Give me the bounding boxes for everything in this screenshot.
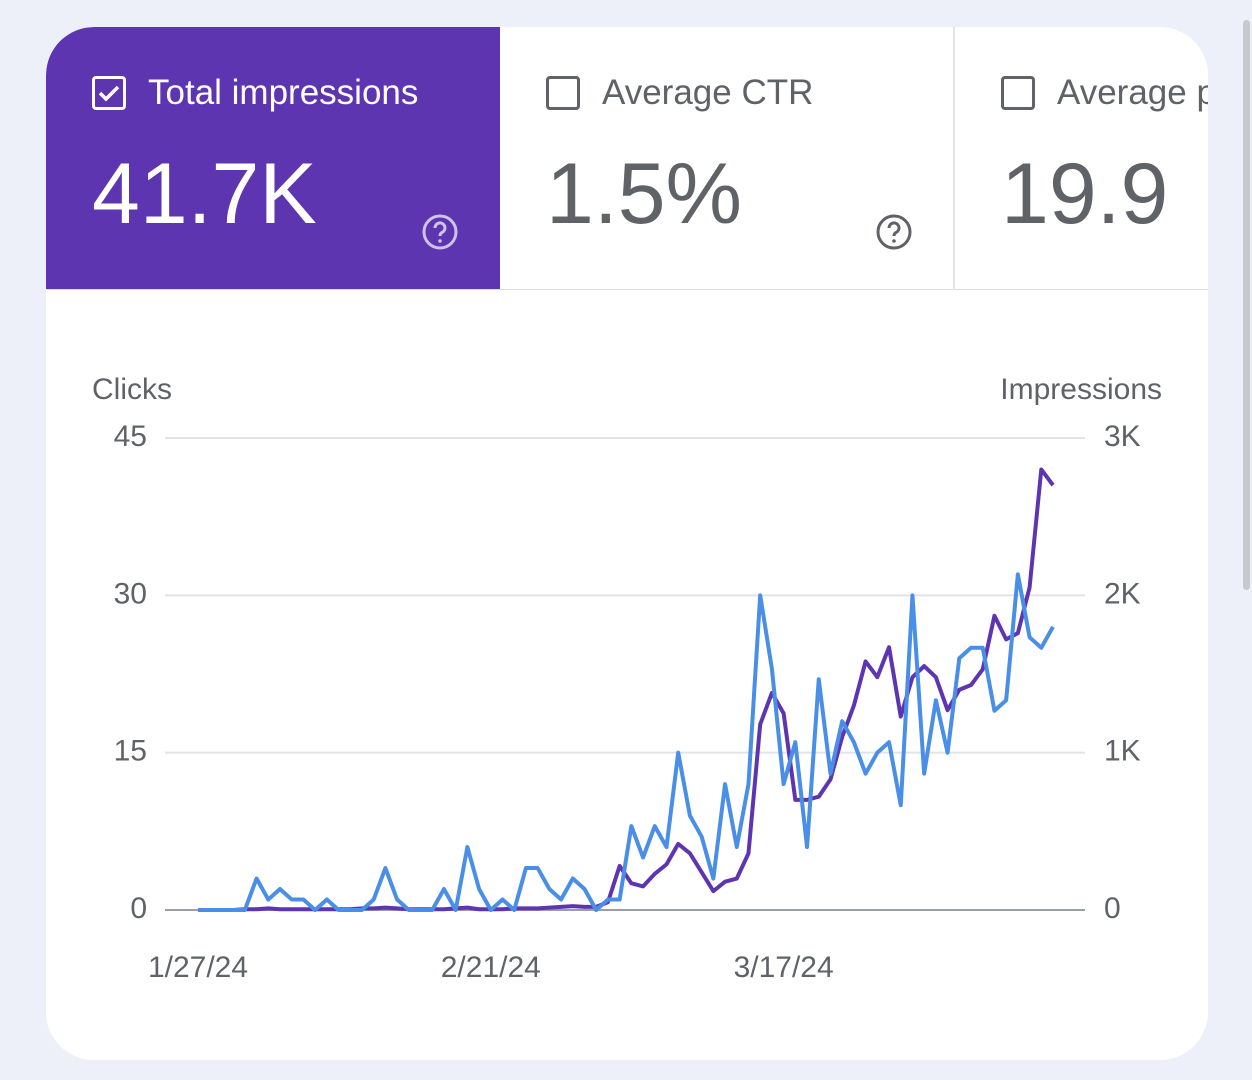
scrollbar[interactable]: [1243, 20, 1250, 590]
y-tick-label: 30: [114, 577, 147, 610]
checkbox[interactable]: [1001, 76, 1035, 110]
y2-tick-label: 0: [1104, 892, 1121, 925]
help-icon[interactable]: [876, 214, 912, 250]
y2-tick-label: 3K: [1104, 420, 1141, 453]
performance-panel: Total impressions 41.7K Average CTR 1.5%…: [46, 27, 1208, 1060]
metric-label: Average p: [1057, 73, 1208, 112]
metric-value: 19.9: [1001, 146, 1169, 242]
series-line: [198, 467, 1055, 912]
metric-card[interactable]: Average CTR 1.5%: [500, 27, 953, 290]
x-tick-label: 1/27/24: [148, 951, 248, 984]
metric-card[interactable]: Average p 19.9: [955, 27, 1208, 290]
check-mark: [98, 85, 120, 102]
y2-tick-label: 2K: [1104, 577, 1141, 610]
y-tick-label: 15: [114, 735, 147, 768]
card-divider: [953, 27, 955, 290]
checkbox[interactable]: [92, 76, 126, 110]
metric-label: Total impressions: [148, 73, 419, 112]
x-tick-label: 2/21/24: [441, 951, 541, 984]
y2-tick-label: 1K: [1104, 735, 1141, 768]
series-line: [198, 572, 1055, 912]
y-tick-label: 0: [130, 892, 147, 925]
y2-axis-label: Impressions: [1000, 373, 1162, 406]
metric-card[interactable]: Total impressions 41.7K: [46, 27, 500, 290]
y-axis-label: Clicks: [92, 373, 172, 406]
y-tick-label: 45: [114, 420, 147, 453]
metric-label: Average CTR: [602, 73, 814, 112]
metric-value: 1.5%: [546, 146, 743, 242]
metric-value: 41.7K: [92, 146, 317, 242]
x-tick-label: 3/17/24: [734, 951, 834, 984]
help-icon[interactable]: [422, 214, 458, 250]
checkbox[interactable]: [546, 76, 580, 110]
